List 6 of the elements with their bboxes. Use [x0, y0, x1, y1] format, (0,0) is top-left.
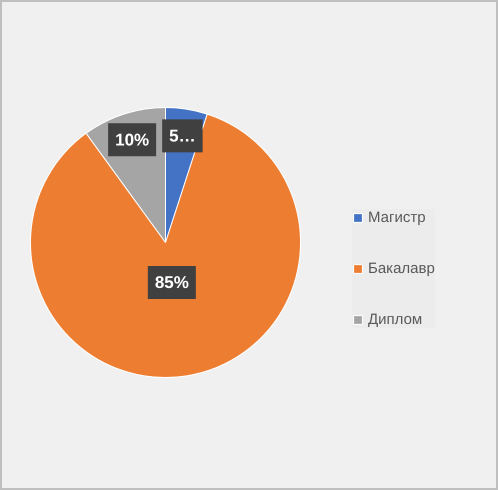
- legend-label: Диплом: [368, 311, 422, 328]
- data-label: 10%: [115, 130, 150, 150]
- legend-label: Магистр: [368, 209, 426, 226]
- data-label: 85%: [154, 273, 189, 292]
- legend-label: Бакалавр: [368, 260, 435, 277]
- data-label: 5…: [169, 126, 196, 146]
